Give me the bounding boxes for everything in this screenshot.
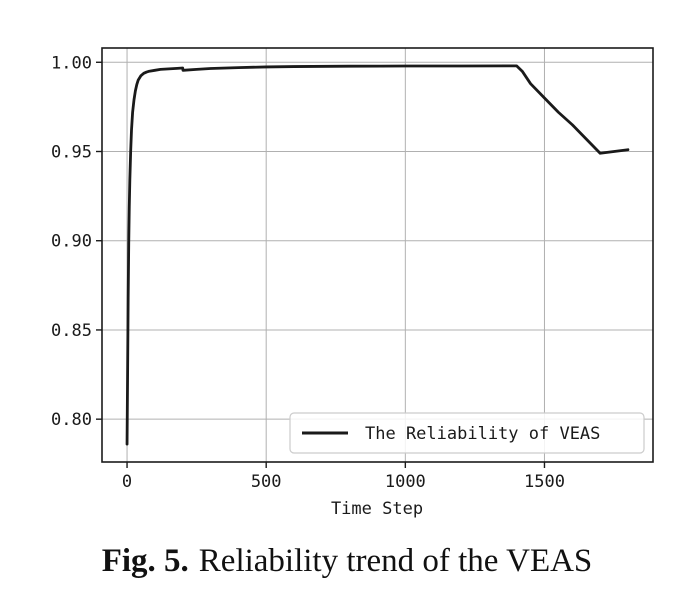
x-tick-label: 500 [251,472,282,492]
legend-box [289,412,645,454]
figure-number: Fig. 5. [101,543,189,579]
x-tick-label: 0 [122,472,132,492]
legend: The Reliability of VEAS [289,412,645,454]
plot-frame [101,47,654,463]
y-tick-label: 0.80 [51,410,92,430]
y-tick-label: 0.85 [51,321,92,341]
x-axis-label: Time Step [331,499,423,519]
y-tick-label: 1.00 [51,53,92,73]
caption-text: Reliability trend of the VEAS [198,543,593,579]
series-lines [125,64,630,446]
figure-caption: Fig. 5. Reliability trend of the VEAS [0,543,694,580]
reliability-chart: 0 500 1000 1500 0.80 0.85 0.90 0.95 1.00 Time St… [51,47,654,519]
y-tick-label: 0.90 [51,232,92,252]
legend-label: The Reliability of VEAS [365,424,600,444]
x-tick-label: 1000 [385,472,426,492]
x-tick-label: 1500 [524,472,565,492]
axis-ticks: 0 500 1000 1500 0.80 0.85 0.90 0.95 1.00 [51,53,565,492]
y-tick-label: 0.95 [51,143,92,163]
series-line [125,64,630,446]
grid [102,48,653,462]
